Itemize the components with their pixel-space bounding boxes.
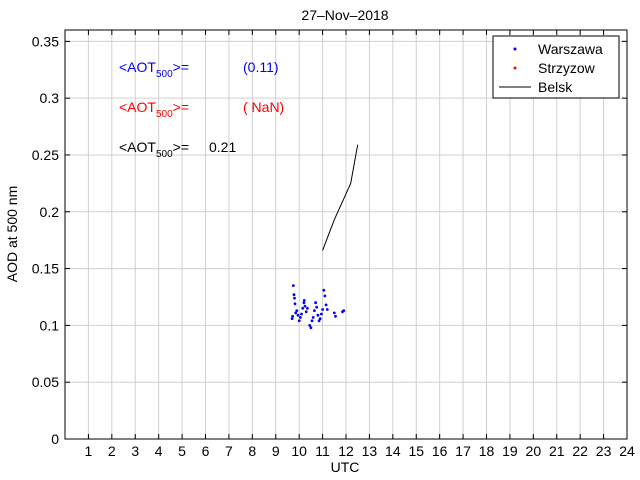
legend-label: Warszawa <box>538 41 603 57</box>
data-point <box>306 306 309 310</box>
data-point <box>291 284 295 287</box>
data-point <box>309 326 313 330</box>
x-tick-label: 7 <box>225 443 233 459</box>
data-point <box>323 294 327 298</box>
y-axis-ticks: 0 0.05 0.1 0.15 0.2 0.25 0.3 0.35 <box>32 33 627 447</box>
data-point <box>292 293 296 297</box>
data-point <box>317 319 321 323</box>
legend-dot-swatch <box>513 47 517 51</box>
mean-annotation-value: 0.21 <box>209 139 236 155</box>
y-tick-label: 0.1 <box>40 317 60 333</box>
x-tick-label: 12 <box>338 443 354 459</box>
data-point <box>324 303 328 307</box>
data-point <box>293 302 297 306</box>
mean-annotation: <AOT500>= <box>119 99 189 120</box>
legend-dot-swatch <box>513 66 517 70</box>
mean-annotations: <AOT500>= (0.11) <AOT500>= ( NaN) <AOT500>= 0… <box>119 59 284 160</box>
x-tick-label: 8 <box>248 443 256 459</box>
data-point <box>298 316 302 319</box>
mean-annotation-value: ( NaN) <box>243 99 284 115</box>
data-point <box>304 310 308 314</box>
chart-title: 27–Nov–2018 <box>301 7 388 23</box>
x-tick-label: 4 <box>155 443 163 459</box>
series-layer <box>290 144 359 330</box>
data-point <box>322 288 326 292</box>
y-tick-label: 0 <box>51 431 59 447</box>
x-tick-label: 10 <box>291 443 307 459</box>
x-axis-label: UTC <box>331 459 360 475</box>
y-tick-label: 0.25 <box>32 147 59 163</box>
data-point <box>300 312 303 316</box>
x-tick-label: 19 <box>502 443 518 459</box>
x-tick-label: 24 <box>619 443 635 459</box>
y-tick-label: 0.15 <box>32 261 59 277</box>
x-tick-label: 3 <box>131 443 139 459</box>
x-tick-label: 9 <box>272 443 280 459</box>
x-tick-label: 16 <box>432 443 448 459</box>
data-point <box>315 305 319 309</box>
x-tick-label: 11 <box>315 443 330 459</box>
data-point <box>342 309 346 312</box>
data-point <box>316 313 320 317</box>
data-point <box>320 312 323 316</box>
series-warszawa <box>290 284 346 330</box>
data-point <box>325 308 329 311</box>
legend-label: Belsk <box>538 79 573 95</box>
x-tick-label: 2 <box>108 443 116 459</box>
x-tick-label: 15 <box>408 443 424 459</box>
y-tick-label: 0.3 <box>40 90 60 106</box>
data-point <box>293 296 296 300</box>
data-point <box>301 306 305 310</box>
x-tick-label: 17 <box>455 443 471 459</box>
data-point <box>297 319 301 323</box>
x-tick-label: 21 <box>549 443 565 459</box>
data-point <box>302 299 306 302</box>
x-tick-label: 23 <box>596 443 612 459</box>
data-point <box>294 311 298 315</box>
data-point <box>313 309 316 312</box>
data-point <box>290 317 294 320</box>
data-point <box>318 317 322 320</box>
y-tick-label: 0.35 <box>32 33 59 49</box>
x-tick-label: 18 <box>479 443 495 459</box>
data-point <box>296 313 300 317</box>
legend: Warszawa Strzyzow Belsk <box>492 35 620 99</box>
y-axis-label: AOD at 500 nm <box>4 186 20 283</box>
data-point <box>308 324 312 327</box>
x-tick-label: 20 <box>526 443 542 459</box>
data-point <box>332 311 336 315</box>
x-tick-label: 1 <box>85 443 93 459</box>
data-point <box>310 319 314 323</box>
data-point <box>311 316 315 319</box>
x-tick-label: 14 <box>385 443 401 459</box>
x-axis-ticks: 1 2 3 4 5 6 7 8 9 10 11 12 13 14 15 16 17 18 19 20 21 22 23 24 <box>85 30 635 459</box>
x-tick-label: 22 <box>572 443 588 459</box>
series-belsk <box>322 144 359 251</box>
data-point <box>321 308 324 311</box>
y-tick-label: 0.05 <box>32 374 59 390</box>
data-point <box>295 309 299 312</box>
mean-annotation: <AOT500>= <box>119 139 189 160</box>
mean-annotation-value: (0.11) <box>243 59 279 75</box>
x-tick-label: 13 <box>362 443 378 459</box>
legend-label: Strzyzow <box>538 60 596 76</box>
y-tick-label: 0.2 <box>40 204 60 220</box>
data-point <box>314 301 317 305</box>
x-tick-label: 5 <box>178 443 186 459</box>
data-point <box>302 301 306 305</box>
mean-annotation: <AOT500>= <box>119 59 189 80</box>
x-tick-label: 6 <box>202 443 210 459</box>
data-point <box>303 304 307 308</box>
data-point <box>291 314 294 318</box>
belsk-line <box>322 144 359 251</box>
data-point <box>334 314 337 318</box>
